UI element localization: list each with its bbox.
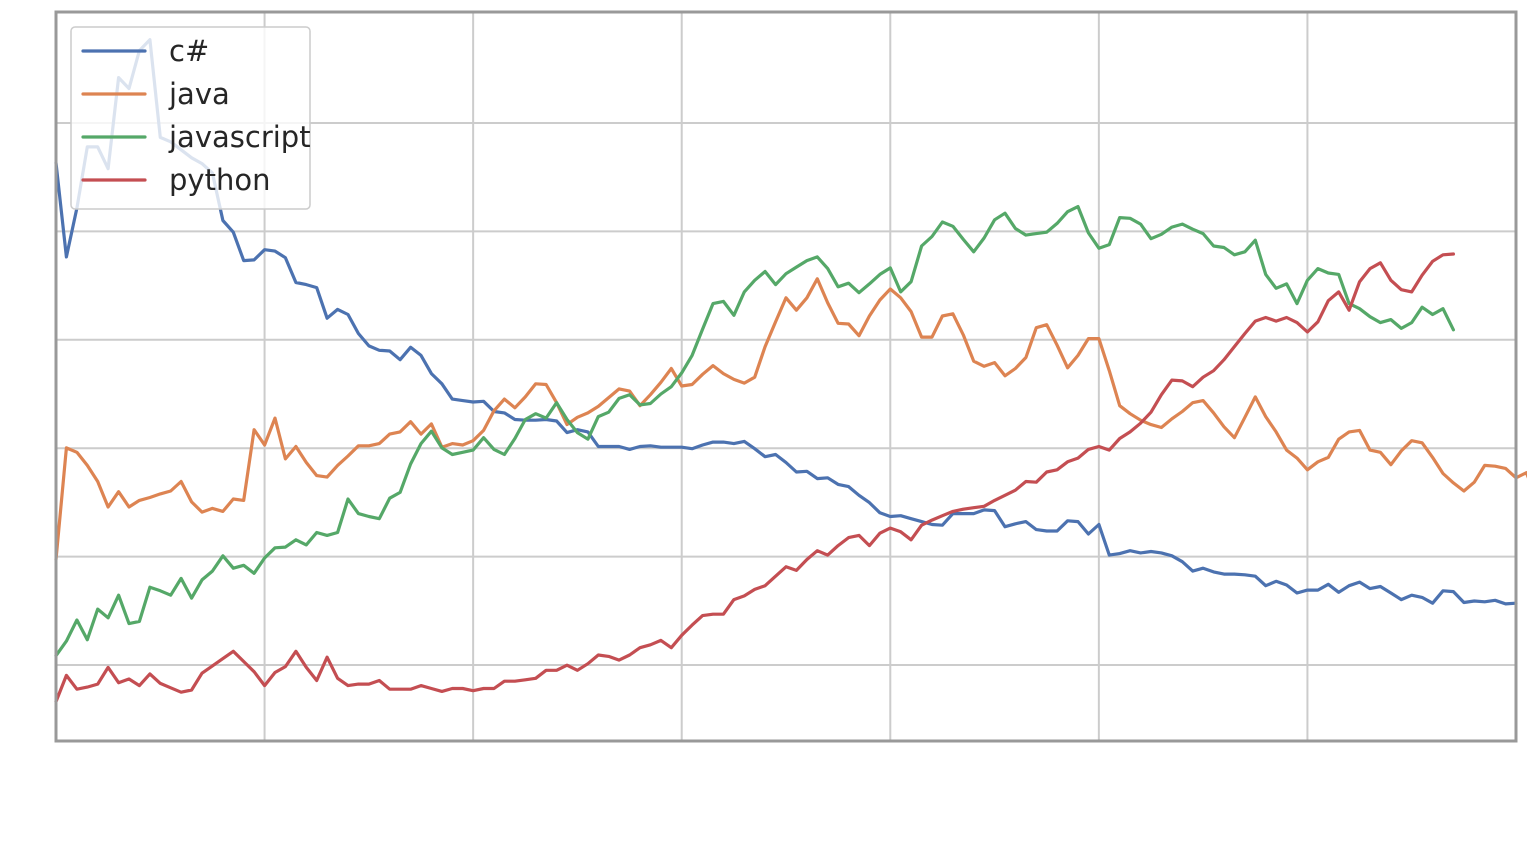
- series-line-java: [54, 277, 1527, 562]
- plot-area-border: [54, 10, 1518, 743]
- legend-label: java: [168, 77, 230, 111]
- legend-label: c#: [169, 34, 209, 68]
- legend-label: python: [169, 163, 270, 197]
- series-lines: [54, 38, 1527, 704]
- series-line-javascript: [54, 205, 1456, 658]
- legend: c# java javascript python: [70, 26, 311, 210]
- legend-box: [70, 26, 311, 210]
- legend-label: javascript: [168, 120, 311, 154]
- series-line-python: [54, 252, 1456, 704]
- series-line-csharp: [54, 38, 1518, 606]
